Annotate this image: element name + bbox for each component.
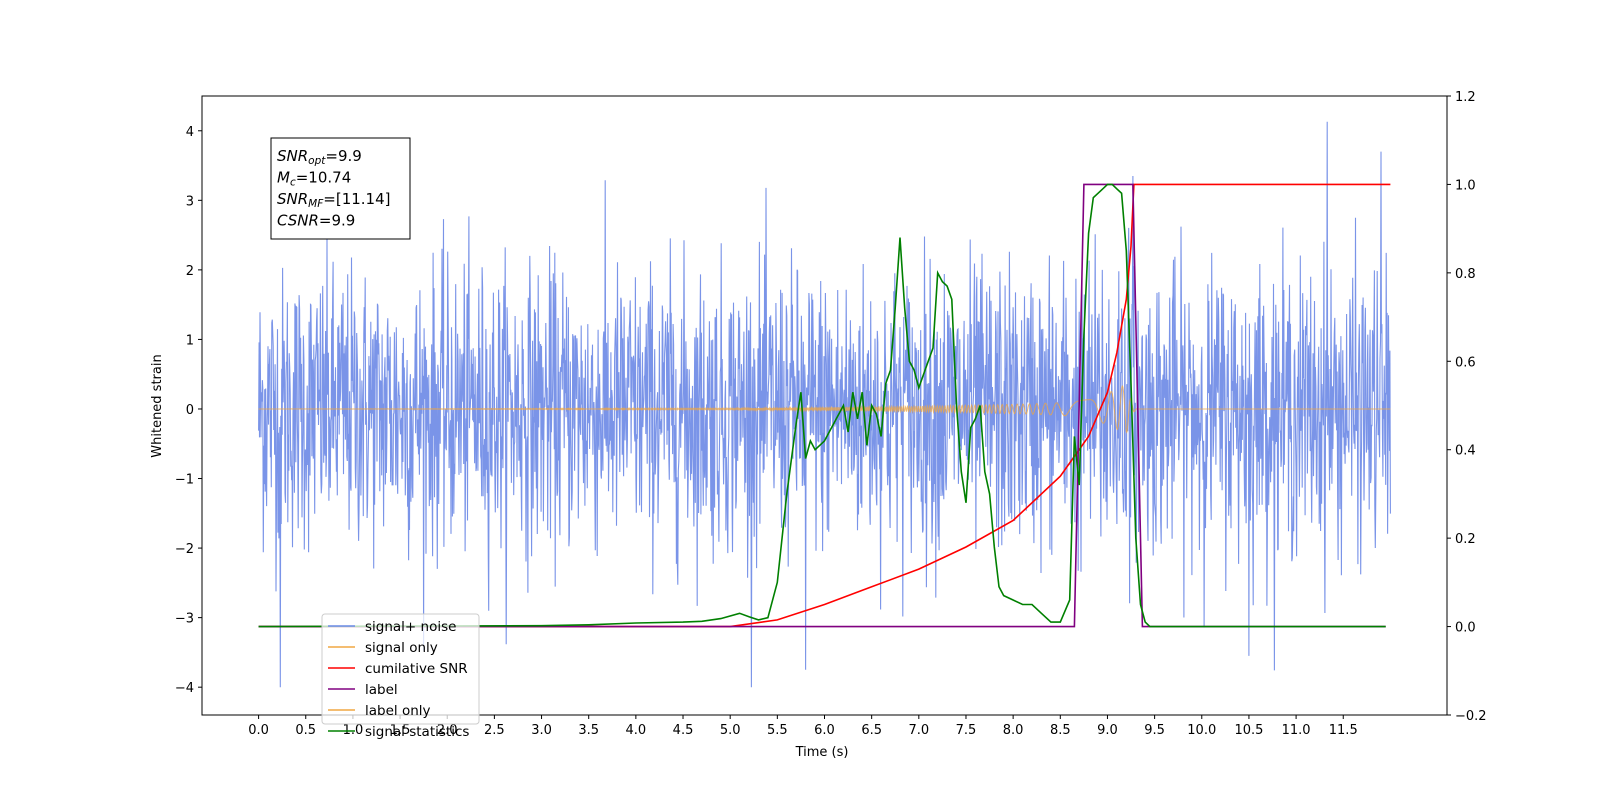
y-tick-label: −2	[175, 542, 194, 557]
signal-noise-line	[258, 121, 1391, 688]
x-tick-label: 11.5	[1329, 723, 1358, 738]
x-tick-label: 9.0	[1097, 723, 1118, 738]
legend-label: label only	[365, 703, 431, 719]
annotation-line: Mc=10.74	[277, 169, 351, 189]
y2-tick-label: −0.2	[1455, 709, 1487, 724]
legend-label: cumilative SNR	[365, 661, 468, 677]
signal-only-line	[258, 385, 1391, 434]
x-tick-label: 7.5	[956, 723, 977, 738]
cumulative-snr-line	[258, 183, 1391, 628]
x-tick-label: 10.0	[1187, 723, 1216, 738]
annotation-line: SNRMF=[11.14]	[277, 190, 391, 210]
x-tick-label: 0.0	[248, 723, 269, 738]
x-tick-label: 4.0	[626, 723, 647, 738]
x-tick-label: 4.5	[673, 723, 694, 738]
axes: 0.0 0.5 1.0 1.5 2.0 2.5 3.0 3.5 4.0 4.5 5.0 5.5 6.0 6…	[175, 90, 1487, 738]
x-tick-label: 6.5	[861, 723, 882, 738]
x-tick-label: 2.5	[484, 723, 505, 738]
y2-tick-label: 0.0	[1455, 621, 1476, 636]
y2-tick-label: 0.4	[1455, 444, 1476, 459]
x-tick-label: 8.0	[1003, 723, 1024, 738]
x-tick-label: 9.5	[1144, 723, 1165, 738]
y-tick-label: 2	[186, 264, 194, 279]
legend-frame	[321, 613, 480, 725]
signal-only-series	[258, 385, 1391, 434]
y2-tick-label: 0.2	[1455, 532, 1476, 547]
y2-tick-label: 0.6	[1455, 355, 1476, 370]
x-tick-label: 5.0	[720, 723, 741, 738]
y-tick-label: 3	[186, 194, 194, 209]
x-tick-label: 3.0	[531, 723, 552, 738]
signal-statistics-line	[258, 183, 1386, 628]
x-tick-label: 8.5	[1050, 723, 1071, 738]
y2-tick-label: 0.8	[1455, 267, 1476, 282]
x-axis-title: Time (s)	[795, 745, 849, 760]
y-tick-label: 0	[186, 403, 194, 418]
legend-label: signal only	[365, 640, 438, 656]
x-tick-label: 0.5	[295, 723, 316, 738]
y-tick-label: −3	[175, 612, 194, 627]
x-tick-label: 6.0	[814, 723, 835, 738]
y-tick-label: 1	[186, 333, 194, 348]
x-tick-label: 2.0	[437, 723, 458, 738]
legend-label: label	[365, 682, 398, 698]
legend-label: signal+ noise	[365, 619, 456, 635]
annotation-line: CSNR=9.9	[277, 212, 355, 230]
y2-tick-label: 1.0	[1455, 178, 1476, 193]
annotation-frame	[270, 137, 411, 240]
legend: signal+ noise signal only cumilative SNR la…	[321, 613, 480, 740]
y2-tick-label: 1.2	[1455, 90, 1476, 105]
y-tick-label: 4	[186, 125, 194, 140]
annotation-line: SNRopt=9.9	[277, 147, 362, 167]
legend-label: signal statistics	[365, 724, 469, 740]
right-axis-series	[258, 183, 1391, 628]
y-tick-label: −1	[175, 473, 194, 488]
y-axis-title: Whitened strain	[150, 354, 165, 457]
x-tick-label: 5.5	[767, 723, 788, 738]
x-tick-label: 7.0	[908, 723, 929, 738]
x-tick-label: 3.5	[578, 723, 599, 738]
x-tick-label: 1.5	[390, 723, 411, 738]
x-tick-label: 11.0	[1282, 723, 1311, 738]
signal-noise-series	[258, 121, 1391, 688]
y-tick-label: −4	[175, 681, 194, 696]
x-tick-label: 10.5	[1234, 723, 1263, 738]
